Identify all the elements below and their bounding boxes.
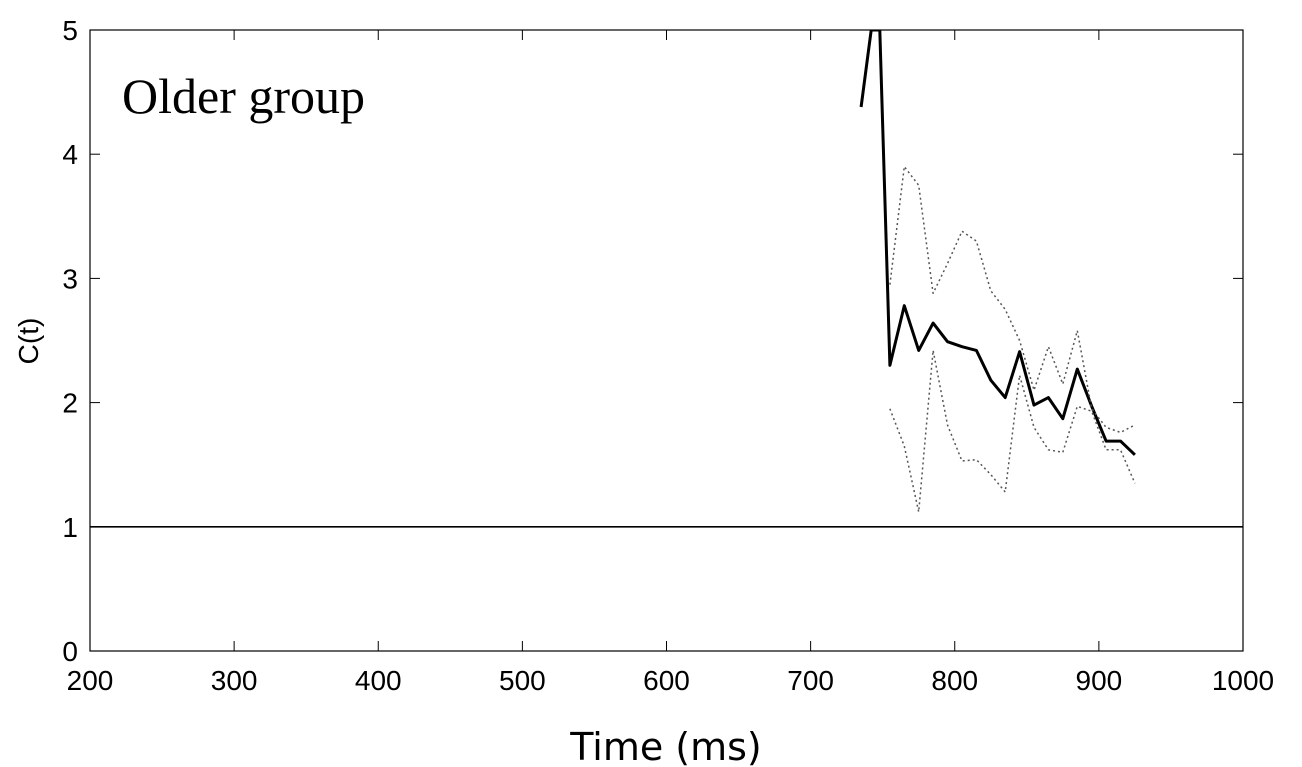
y-tick-label: 4: [62, 139, 78, 170]
x-tick-label: 500: [499, 665, 546, 696]
series-layer: [859, 30, 1136, 513]
y-axis-title: C(t): [13, 318, 44, 365]
x-axis-title: Time (ms): [569, 725, 762, 767]
axis-ticks: 200 300 400 500 600 700 800 900 1000 0 1 2 3 4 5: [62, 15, 1274, 696]
y-tick-label: 1: [62, 512, 78, 543]
x-tick-label: 1000: [1212, 665, 1274, 696]
x-tick-label: 200: [67, 665, 114, 696]
confidence-bound-line: [889, 165, 1136, 434]
confidence-bound-line: [889, 349, 1136, 513]
x-tick-label: 700: [787, 665, 834, 696]
x-tick-label: 600: [643, 665, 690, 696]
x-tick-label: 800: [931, 665, 978, 696]
y-tick-label: 3: [62, 263, 78, 294]
y-tick-label: 2: [62, 388, 78, 419]
x-tick-label: 400: [355, 665, 402, 696]
y-tick-label: 5: [62, 15, 78, 46]
x-tick-label: 900: [1076, 665, 1123, 696]
chart-title: Older group: [122, 68, 365, 124]
x-tick-label: 300: [211, 665, 258, 696]
y-tick-label: 0: [62, 636, 78, 667]
mean-line: [859, 30, 1136, 456]
